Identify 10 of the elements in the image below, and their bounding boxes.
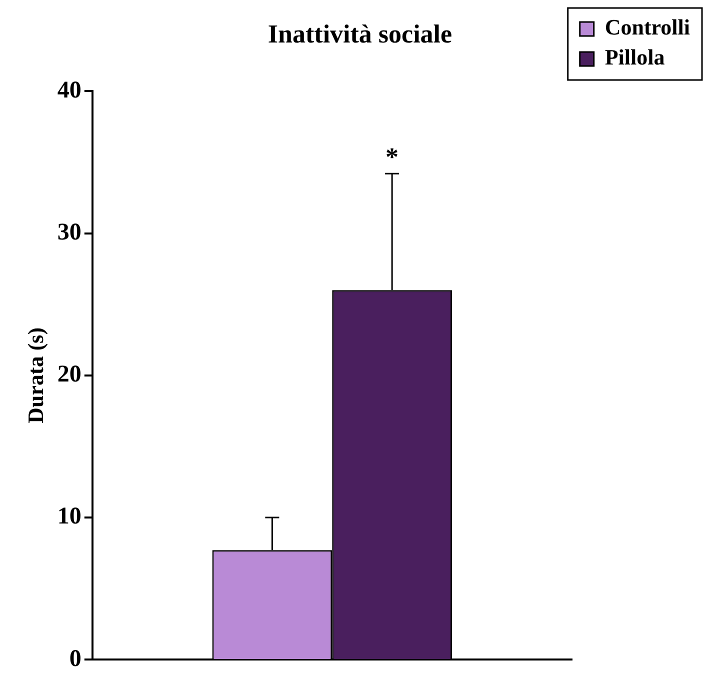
y-tick-label: 0 <box>69 646 82 672</box>
y-tick-label: 30 <box>57 220 82 246</box>
chart-title: Inattività sociale <box>268 19 452 48</box>
annotation: * <box>386 142 399 172</box>
y-tick-label: 40 <box>57 77 82 104</box>
y-axis-title: Durata (s) <box>22 327 48 424</box>
legend-label: Pillola <box>604 44 665 70</box>
y-tick-label: 20 <box>57 362 82 388</box>
legend-label: Controlli <box>604 14 690 40</box>
y-tick-label: 10 <box>57 504 82 530</box>
